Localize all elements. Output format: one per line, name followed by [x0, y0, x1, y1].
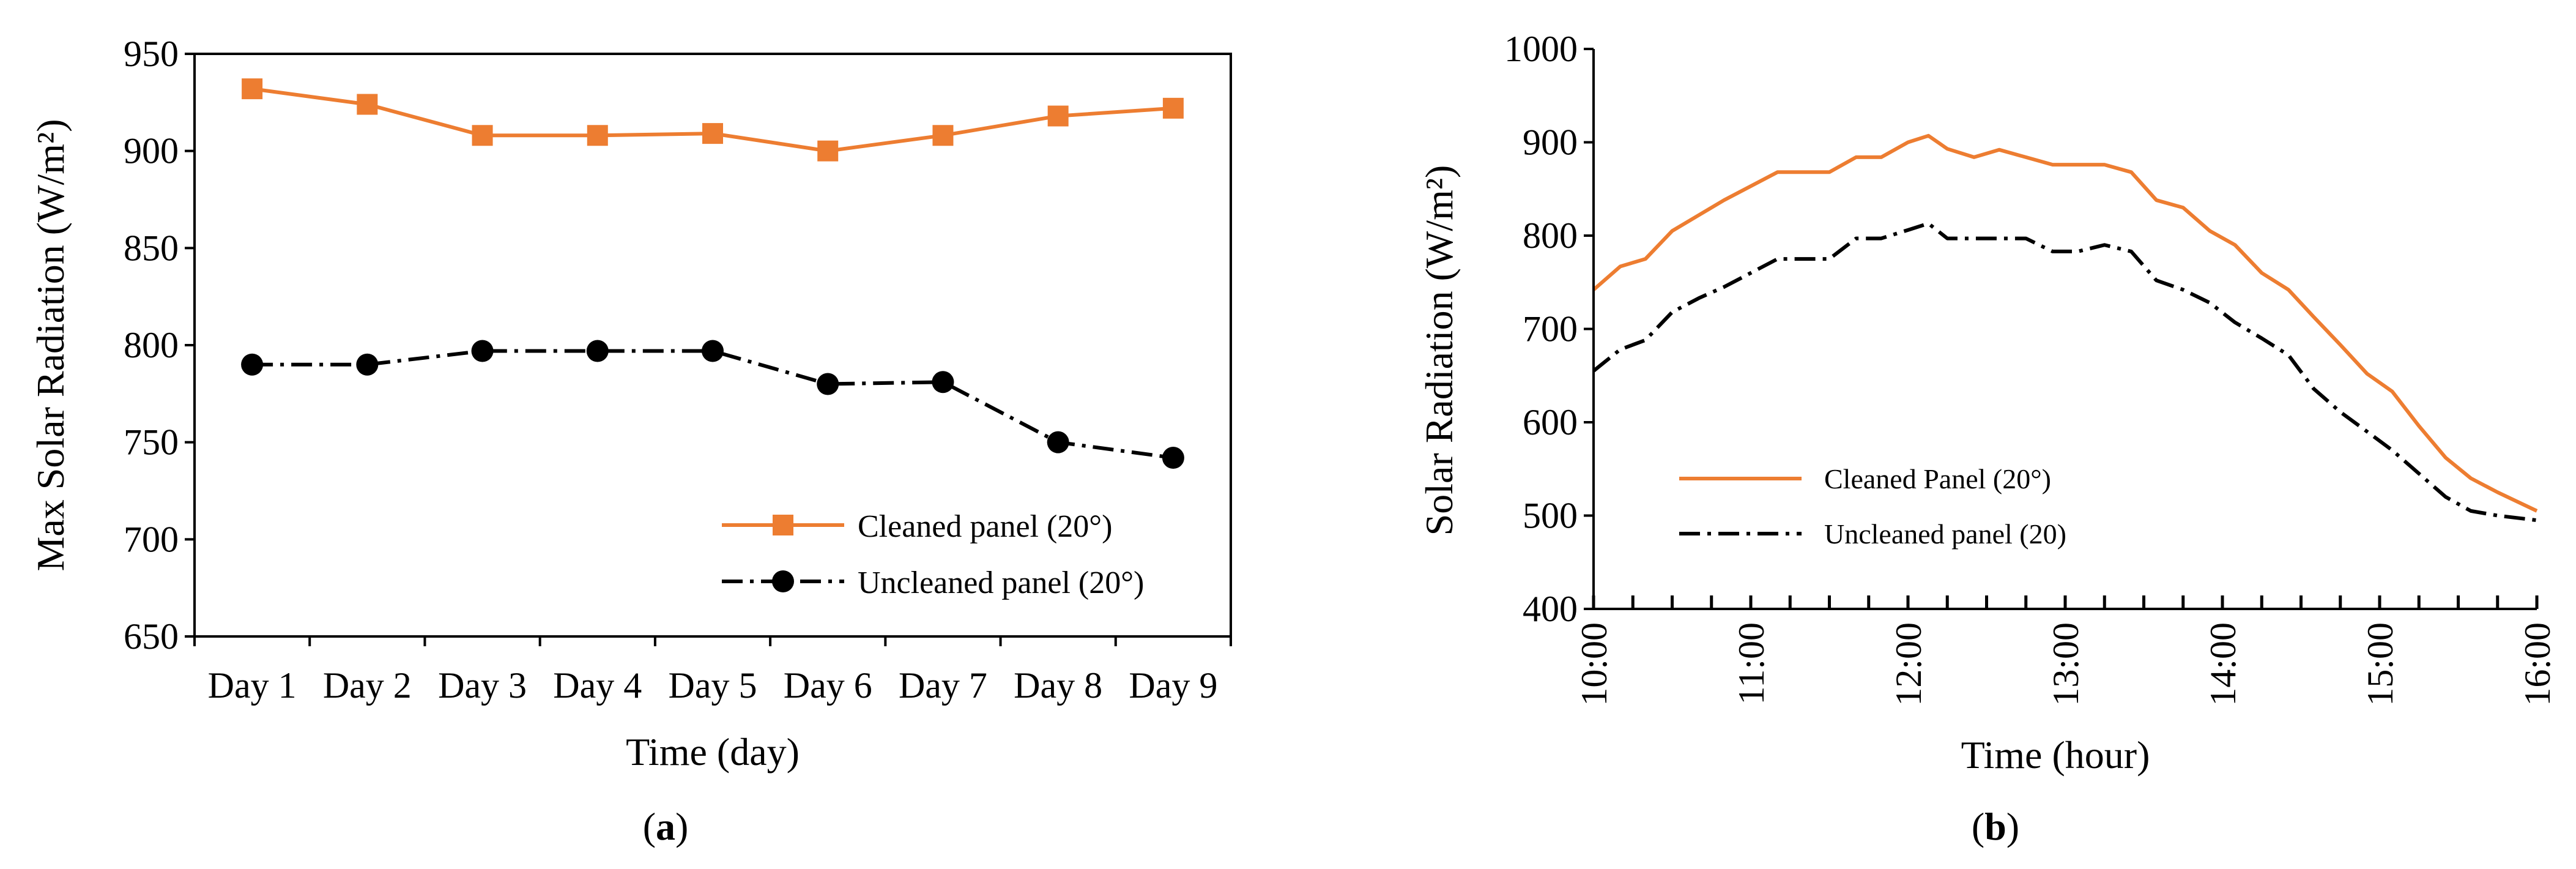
- panel-a-x-ticks: Day 1 Day 2 Day 3 Day 4 Day 5 Day 6 Day 7 Day 8…: [193, 636, 1232, 706]
- panel-b-caption: (b): [1972, 805, 2019, 848]
- panel-b-x-tick-label: 14:00: [2203, 622, 2243, 706]
- panel-a-x-tick-label: Day 9: [1129, 665, 1217, 706]
- panel-a-x-axis-label: Time (day): [626, 730, 800, 774]
- panel-b-x-ticks: 10:00 11:00 12:00 13:00 14:00 15:00 16:00: [1574, 595, 2558, 706]
- panel-a-legend: Cleaned panel (20°) Uncleaned panel (20°): [722, 509, 1144, 600]
- panel-a-legend-label: Uncleaned panel (20°): [858, 565, 1144, 600]
- panel-a-legend-marker: [772, 570, 794, 592]
- panel-b-y-tick-label: 500: [1523, 496, 1578, 536]
- panel-a-point-square: [242, 78, 263, 100]
- panel-a-x-tick-label: Day 8: [1014, 665, 1102, 706]
- panel-a-caption-close: ): [675, 805, 688, 848]
- panel-a-point-square: [587, 125, 608, 146]
- panel-b-chart: 400 500 600 700 800 900 1000 10:00 11:00 12:00 13…: [1417, 29, 2558, 848]
- panel-b-x-tick-label: 11:00: [1731, 622, 1772, 704]
- panel-b-x-tick-label: 12:00: [1888, 622, 1929, 706]
- panel-a-point-circle: [241, 353, 264, 376]
- panel-b-x-tick-label: 16:00: [2517, 622, 2558, 706]
- panel-b-y-tick-label: 600: [1523, 402, 1578, 442]
- panel-a-y-tick-label: 650: [124, 616, 179, 657]
- panel-a-legend-label: Cleaned panel (20°): [858, 509, 1112, 544]
- panel-a-legend-marker: [773, 515, 793, 535]
- panel-a-point-square: [1047, 105, 1069, 127]
- panel-a-point-square: [932, 125, 954, 146]
- panel-a-point-circle: [471, 340, 494, 362]
- panel-a-x-tick-label: Day 4: [553, 665, 642, 706]
- panel-b-series-line-2: [1592, 222, 2537, 523]
- panel-a-y-axis-label: Max Solar Radiation (W/m²): [29, 119, 72, 571]
- panel-b-legend-label: Cleaned Panel (20°): [1824, 463, 2051, 494]
- panel-a-caption-open: (: [643, 805, 656, 848]
- panel-a-point-square: [1162, 97, 1184, 119]
- panel-a-point-circle: [1162, 447, 1184, 469]
- panel-a-point-circle: [1047, 431, 1069, 453]
- panel-b-y-axis-label: Solar Radiation (W/m²): [1417, 165, 1461, 536]
- panel-a-point-square: [702, 123, 723, 144]
- panel-a-y-tick-label: 800: [124, 325, 179, 365]
- panel-b-axes: [1592, 49, 2537, 610]
- panel-a-x-tick-label: Day 5: [669, 665, 757, 706]
- panel-b-series: [1592, 133, 2538, 523]
- panel-b-series-line-1: [1592, 133, 2538, 513]
- panel-a-y-tick-label: 900: [124, 131, 179, 171]
- panel-a-point-circle: [702, 340, 724, 362]
- panel-b-y-tick-label: 1000: [1504, 29, 1578, 69]
- panel-b-x-tick-label: 10:00: [1574, 622, 1614, 706]
- panel-a-point-square: [472, 125, 493, 146]
- panel-a-x-tick-label: Day 1: [208, 665, 297, 706]
- panel-b-caption-open: (: [1972, 805, 1984, 848]
- panel-b-y-tick-label: 700: [1523, 309, 1578, 349]
- panel-b-caption-label: b: [1984, 805, 2006, 848]
- panel-a-plot-frame: [193, 53, 1232, 638]
- panel-b-y-tick-label: 400: [1523, 589, 1578, 629]
- panel-a-point-square: [357, 94, 378, 115]
- panel-b-x-tick-label: 13:00: [2046, 622, 2086, 706]
- panel-a-y-tick-label: 850: [124, 228, 179, 268]
- panel-a-y-tick-label: 750: [124, 422, 179, 463]
- panel-b-x-tick-label: 15:00: [2360, 622, 2400, 706]
- panel-a-series: [241, 78, 1184, 469]
- panel-a-y-ticks: 650 700 750 800 850 900 950: [124, 34, 195, 657]
- panel-a-x-tick-label: Day 2: [323, 665, 412, 706]
- panel-b-legend: Cleaned Panel (20°) Uncleaned panel (20): [1679, 463, 2066, 550]
- panel-a-x-tick-label: Day 6: [784, 665, 872, 706]
- panel-a-caption-label: a: [656, 805, 675, 848]
- panel-b-y-tick-label: 800: [1523, 215, 1578, 256]
- panel-b-y-ticks: 400 500 600 700 800 900 1000: [1504, 29, 1594, 629]
- panel-a-point-circle: [586, 340, 609, 362]
- panel-a-y-tick-label: 950: [124, 34, 179, 74]
- panel-b-legend-label: Uncleaned panel (20): [1824, 518, 2066, 550]
- panel-b-x-axis-label: Time (hour): [1961, 733, 2150, 777]
- panel-a-x-tick-label: Day 3: [438, 665, 527, 706]
- panel-b-y-tick-label: 900: [1523, 122, 1578, 163]
- panel-a-point-circle: [356, 353, 379, 376]
- panel-a-point-square: [817, 140, 839, 162]
- panel-a-caption: (a): [643, 805, 689, 848]
- panel-b-caption-close: ): [2006, 805, 2019, 848]
- panel-a-x-tick-label: Day 7: [899, 665, 987, 706]
- panel-a-y-tick-label: 700: [124, 519, 179, 559]
- panel-a-series-line-2: [252, 349, 1174, 460]
- panel-a-point-circle: [817, 373, 839, 395]
- panel-a-point-circle: [932, 371, 954, 393]
